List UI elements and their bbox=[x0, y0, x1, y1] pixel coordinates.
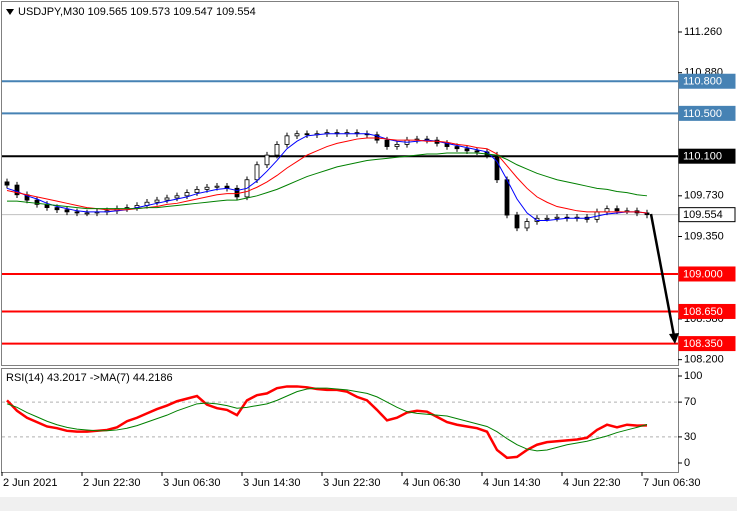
arrow bbox=[649, 213, 676, 337]
level-label: 109.554 bbox=[683, 209, 723, 221]
candle-body bbox=[4, 181, 10, 186]
candle-body bbox=[304, 133, 310, 136]
level-box bbox=[678, 207, 736, 223]
candle-body bbox=[34, 199, 40, 205]
candle-body bbox=[174, 195, 180, 199]
y-tick-label: 111.260 bbox=[684, 26, 722, 38]
y-tick-label: 108.200 bbox=[684, 354, 724, 366]
main-panel bbox=[1, 1, 679, 366]
marks: 111.260110.880109.730109.350108.580108.2… bbox=[1, 26, 736, 489]
candle-body bbox=[214, 185, 220, 188]
candle-body bbox=[514, 214, 520, 229]
x-tick-label: 4 Jun 06:30 bbox=[403, 477, 461, 489]
candle-body bbox=[524, 221, 530, 229]
x-tick-label: 2 Jun 22:30 bbox=[83, 477, 141, 489]
candle-body bbox=[14, 184, 20, 196]
series-line bbox=[6, 137, 648, 214]
candle-body bbox=[544, 217, 550, 220]
candle-body bbox=[464, 148, 470, 152]
menu-icon bbox=[6, 9, 14, 15]
x-tick-label: 3 Jun 14:30 bbox=[243, 477, 301, 489]
level-label: 108.350 bbox=[683, 338, 723, 350]
y-tick-label: 30 bbox=[684, 431, 696, 443]
y-tick-label: 100 bbox=[684, 370, 702, 382]
candle-body bbox=[374, 134, 380, 141]
level-box bbox=[678, 266, 736, 282]
candle-body bbox=[284, 135, 290, 145]
series-line bbox=[6, 385, 648, 460]
candle-body bbox=[394, 144, 400, 147]
arrow-head bbox=[669, 333, 679, 344]
chart-title: USDJPY,M30 109.565 109.573 109.547 109.5… bbox=[18, 6, 256, 18]
candle-body bbox=[504, 179, 510, 216]
x-tick-label: 4 Jun 22:30 bbox=[563, 477, 621, 489]
level-box bbox=[678, 303, 736, 319]
rsi-panel bbox=[1, 368, 679, 473]
rsi-title: RSI(14) 43.2017 ->MA(7) 44.2186 bbox=[6, 372, 173, 384]
candle-body bbox=[254, 164, 260, 181]
y-tick-label: 70 bbox=[684, 396, 696, 408]
x-tick-label: 2 Jun 2021 bbox=[3, 477, 57, 489]
candle-body bbox=[154, 199, 160, 203]
candle-body bbox=[74, 211, 80, 214]
window bbox=[0, 0, 737, 497]
y-tick-label: 109.350 bbox=[684, 230, 724, 242]
series-line bbox=[6, 387, 648, 452]
candle-body bbox=[274, 144, 280, 156]
candle-body bbox=[194, 188, 200, 194]
level-label: 110.500 bbox=[683, 108, 722, 120]
candle-body bbox=[54, 207, 60, 211]
candle-body bbox=[294, 133, 300, 137]
x-tick-label: 7 Jun 06:30 bbox=[643, 477, 701, 489]
x-tick-label: 3 Jun 06:30 bbox=[163, 477, 221, 489]
level-label: 109.000 bbox=[683, 268, 723, 280]
candle-body bbox=[64, 209, 70, 213]
level-box bbox=[678, 148, 736, 164]
candle-body bbox=[164, 197, 170, 201]
level-box bbox=[678, 105, 736, 121]
y-tick-label: 109.730 bbox=[684, 190, 724, 202]
y-tick-label: 0 bbox=[684, 457, 690, 469]
level-box bbox=[678, 336, 736, 352]
level-box bbox=[678, 73, 736, 89]
x-tick-label: 4 Jun 14:30 bbox=[483, 477, 541, 489]
level-label: 110.800 bbox=[683, 76, 722, 88]
candle-body bbox=[184, 192, 190, 197]
candle-body bbox=[264, 154, 270, 166]
x-tick-label: 3 Jun 22:30 bbox=[323, 477, 381, 489]
candle-body bbox=[614, 208, 620, 212]
series-line bbox=[6, 133, 648, 221]
candle-body bbox=[494, 154, 500, 181]
candle-body bbox=[204, 186, 210, 190]
level-label: 108.650 bbox=[683, 306, 723, 318]
series-line bbox=[7, 152, 648, 210]
candle-body bbox=[234, 187, 240, 198]
candle-body bbox=[454, 146, 460, 150]
candle-body bbox=[554, 216, 560, 219]
candle-body bbox=[384, 139, 390, 147]
candle-body bbox=[84, 212, 90, 215]
level-label: 110.100 bbox=[683, 151, 722, 163]
candle-body bbox=[474, 150, 480, 153]
